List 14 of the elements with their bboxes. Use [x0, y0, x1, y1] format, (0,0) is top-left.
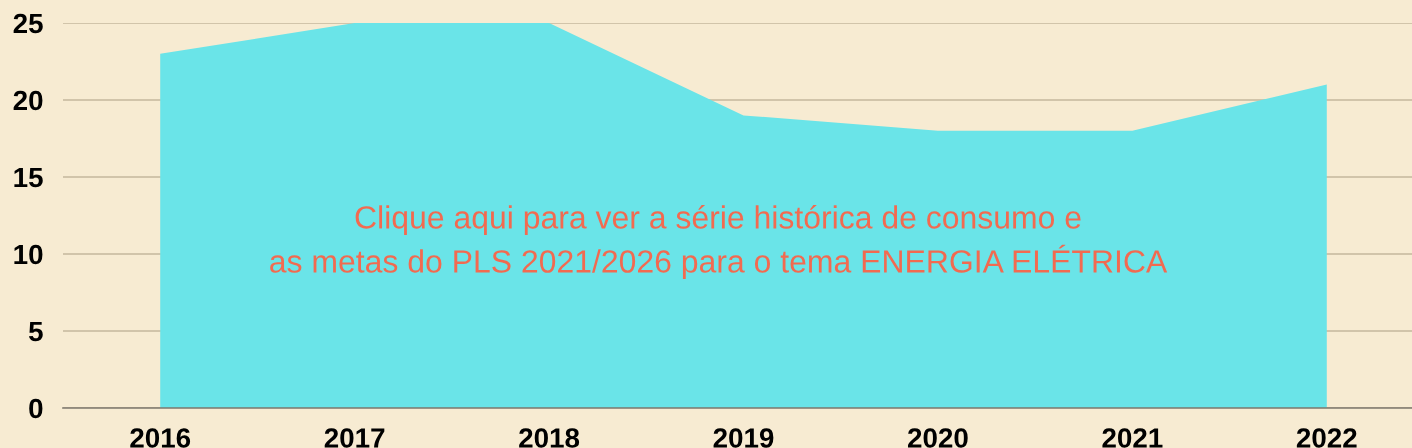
y-tick-label: 10 — [14, 244, 43, 265]
y-tick-label: 0 — [29, 398, 43, 419]
x-tick-label: 2020 — [908, 428, 968, 448]
y-tick-label: 5 — [28, 321, 43, 342]
y-tick-label: 15 — [14, 167, 43, 188]
x-tick-label: 2019 — [713, 428, 774, 448]
y-tick-label: 20 — [13, 90, 43, 111]
x-tick-label: 2022 — [1296, 428, 1357, 448]
x-tick-label: 2016 — [130, 428, 191, 448]
x-tick-label: 2017 — [324, 428, 385, 448]
x-tick-label: 2018 — [519, 428, 580, 448]
annotation: Clique aqui para ver a série histórica de consumo e as metas do PLS 2021/2026 para o tema ENERGIA ELÉTRICA — [270, 204, 1168, 280]
y-tick-label: 25 — [13, 13, 43, 34]
x-tick-label: 2021 — [1102, 428, 1163, 448]
